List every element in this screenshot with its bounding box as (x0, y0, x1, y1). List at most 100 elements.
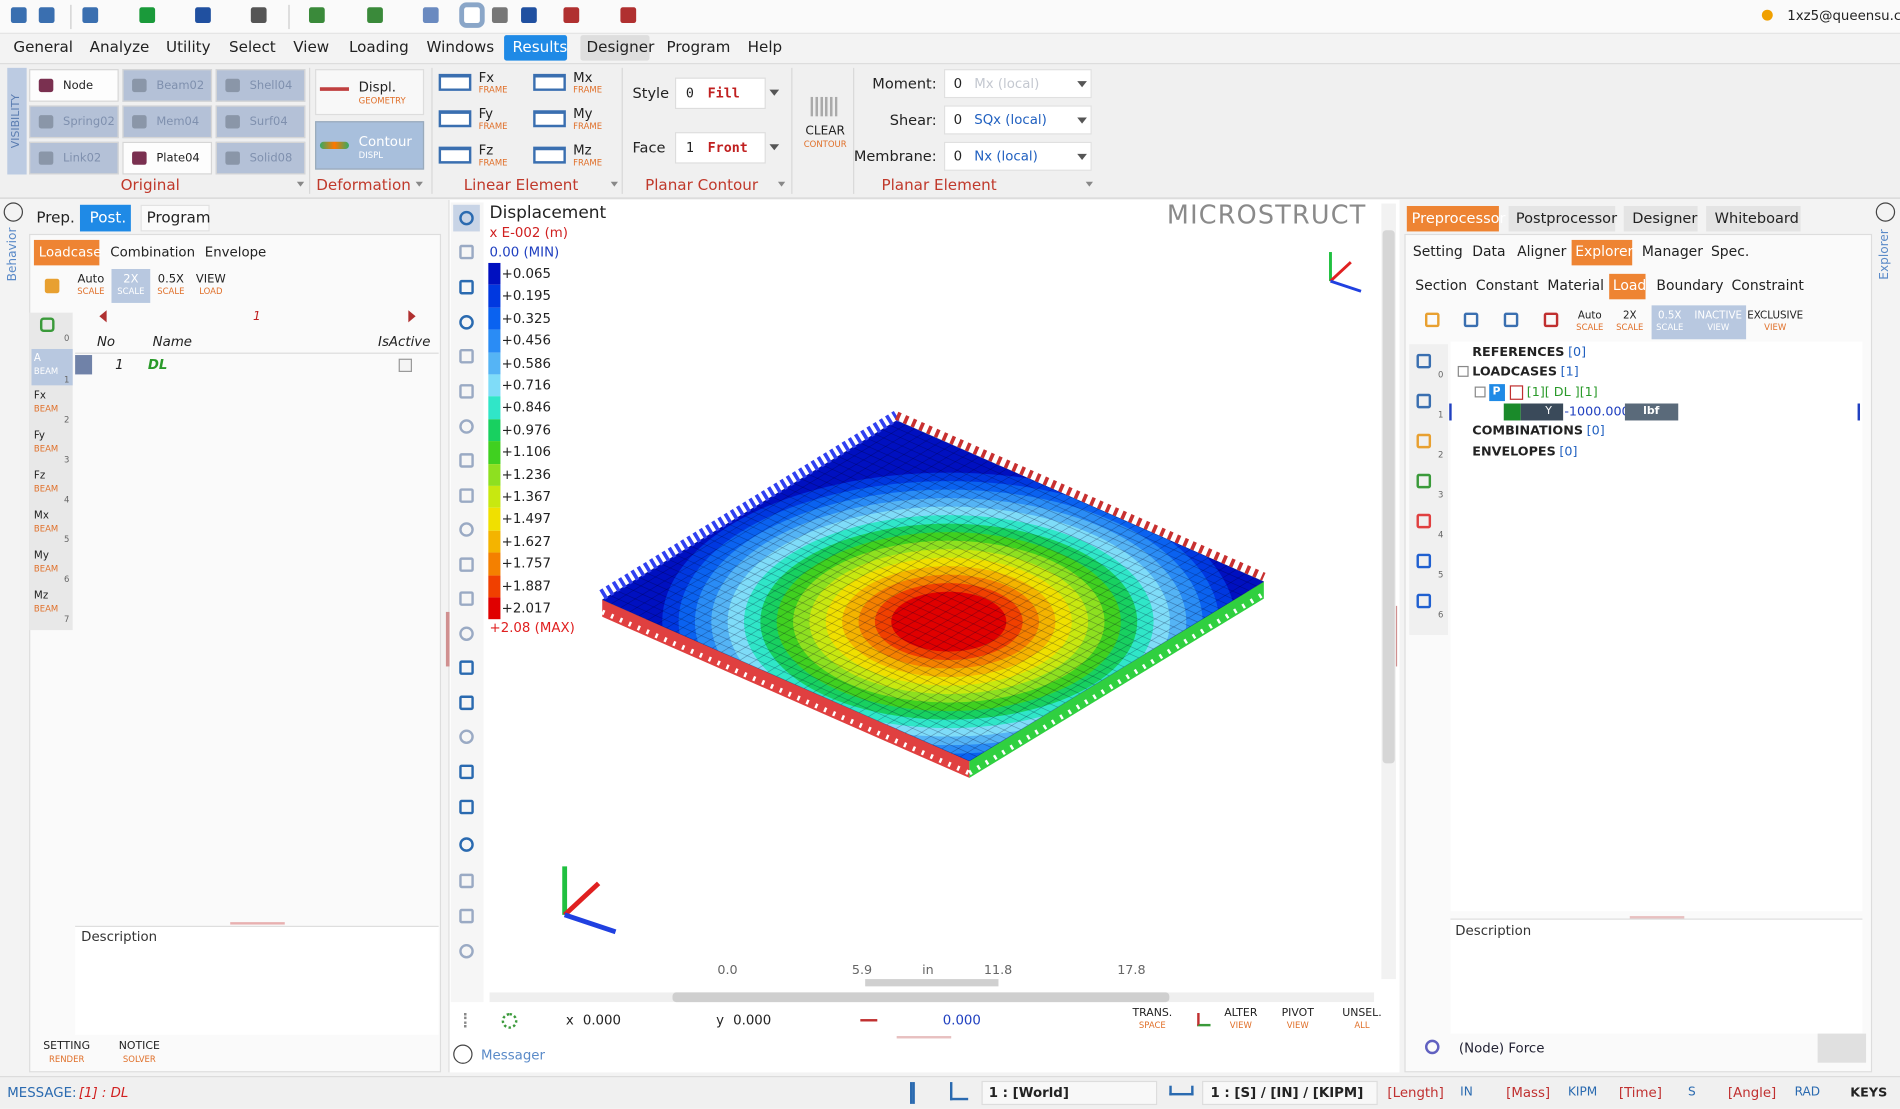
collapse-button[interactable] (3, 202, 24, 222)
view-tool[interactable] (459, 729, 474, 745)
subtab[interactable]: Combination (110, 244, 196, 260)
subtab[interactable]: Setting (1412, 242, 1463, 260)
keys[interactable]: KEYS (1850, 1085, 1888, 1100)
menu-item[interactable]: Windows (426, 37, 495, 56)
tab[interactable]: Post. (89, 208, 127, 227)
group-expander[interactable] (296, 181, 305, 187)
label[interactable]: Fz (478, 142, 494, 159)
view-tool[interactable] (459, 764, 474, 780)
side-item[interactable]: Mx (33, 509, 49, 522)
tree-node[interactable]: COMBINATIONS (1472, 423, 1584, 439)
subtab[interactable]: Data (1472, 242, 1506, 260)
tool-icon[interactable] (1503, 312, 1519, 328)
button-icon[interactable] (533, 110, 566, 128)
view-tool[interactable] (459, 244, 474, 260)
original-buttons[interactable]: Beam02 (156, 79, 205, 93)
h-scrollbar-thumb[interactable] (672, 992, 1170, 1003)
side-item[interactable]: Fx (33, 389, 46, 402)
original-buttons[interactable]: Solid08 (249, 151, 293, 166)
footer-button[interactable] (1817, 1033, 1867, 1063)
side-item[interactable]: Fy (33, 429, 46, 442)
label[interactable]: SETTING (43, 1040, 91, 1053)
original-buttons[interactable]: Link02 (63, 151, 102, 166)
label[interactable]: Mz (573, 142, 592, 159)
menu-item[interactable]: Select (229, 37, 276, 56)
label[interactable]: INACTIVE (1694, 309, 1743, 323)
toolbar-icon[interactable] (620, 7, 637, 24)
toolbar-icon[interactable] (422, 7, 439, 24)
view-tool[interactable] (459, 210, 474, 226)
side-item[interactable]: Fz (33, 469, 46, 482)
label[interactable]: CLEAR (805, 124, 845, 139)
tool-icon[interactable] (1416, 553, 1432, 569)
toolbar-icon[interactable] (38, 7, 55, 24)
label[interactable]: Mx (573, 69, 593, 86)
label[interactable]: Fy (478, 106, 493, 122)
subtab[interactable]: Aligner (1517, 242, 1567, 260)
group-expander[interactable] (777, 181, 786, 187)
subtab[interactable]: Material (1547, 276, 1604, 294)
tab[interactable] (1623, 205, 1698, 232)
clear-icon[interactable] (810, 96, 838, 117)
tool-icon[interactable] (1424, 312, 1440, 328)
subtab-active[interactable] (1609, 273, 1646, 300)
view-tool[interactable] (459, 943, 474, 959)
tool-button[interactable]: ALTER (1224, 1007, 1258, 1020)
group-expander[interactable] (415, 181, 423, 187)
tab[interactable]: Whiteboard (1714, 209, 1799, 227)
dropdown[interactable] (674, 132, 766, 164)
scale-active[interactable] (111, 269, 151, 303)
label[interactable]: Auto (1577, 309, 1602, 323)
deformation-button[interactable] (315, 69, 425, 116)
collapse-button[interactable] (1875, 202, 1896, 222)
tab[interactable] (1406, 205, 1499, 232)
visibility-button[interactable] (29, 105, 119, 139)
label[interactable]: 2X (123, 272, 139, 287)
view-tool[interactable] (459, 695, 474, 711)
tool-icon[interactable] (1416, 593, 1432, 609)
dropdown[interactable] (943, 105, 1092, 135)
menu-item[interactable]: General (13, 37, 74, 56)
subtab-active[interactable] (1571, 239, 1633, 266)
subtab[interactable]: Spec. (1710, 242, 1750, 260)
tab[interactable] (1706, 205, 1801, 232)
view-tool[interactable] (459, 384, 474, 399)
subtab[interactable]: Loadcase (38, 244, 102, 260)
menu-item[interactable]: Program (666, 37, 731, 56)
scale-active[interactable] (1651, 305, 1747, 340)
dropdown-arrow[interactable] (769, 89, 780, 96)
menu-item[interactable]: Utility (166, 37, 211, 56)
label[interactable]: 2X (1622, 309, 1637, 323)
label[interactable]: 0.5X (157, 272, 184, 287)
subtab[interactable]: Envelope (204, 244, 267, 260)
original-buttons[interactable]: Mem04 (156, 115, 200, 129)
menu-highlight[interactable] (580, 35, 650, 61)
toolbar-icon[interactable] (308, 7, 325, 24)
tree-toggle[interactable] (1457, 365, 1469, 377)
side-item[interactable]: A (33, 352, 41, 365)
subtab-active[interactable] (33, 239, 100, 266)
tab[interactable] (1508, 205, 1616, 232)
side-item-active[interactable] (31, 348, 73, 386)
view-tool[interactable] (459, 799, 474, 815)
subtab[interactable]: Manager (1641, 242, 1703, 260)
view-tool[interactable] (459, 873, 474, 889)
checkbox[interactable] (398, 358, 412, 373)
status-icon[interactable] (910, 1082, 915, 1104)
dropdown[interactable] (943, 141, 1092, 171)
original-buttons[interactable]: Plate04 (156, 151, 200, 166)
view-tool[interactable] (459, 660, 474, 675)
view-tool[interactable] (459, 837, 474, 852)
menu-item[interactable]: View (293, 37, 330, 56)
view-tool[interactable] (459, 315, 474, 330)
subtab[interactable]: Constraint (1731, 276, 1804, 294)
row-selector[interactable] (75, 355, 93, 375)
menu-active[interactable] (504, 35, 568, 61)
subtab[interactable]: Boundary (1656, 276, 1724, 294)
tool-icon[interactable] (1416, 433, 1432, 449)
button-icon[interactable] (438, 73, 472, 91)
tab[interactable]: Prep. (36, 208, 75, 227)
tool-icon[interactable] (1543, 312, 1559, 328)
label[interactable]: My (573, 106, 593, 122)
pager-next[interactable] (408, 310, 416, 323)
